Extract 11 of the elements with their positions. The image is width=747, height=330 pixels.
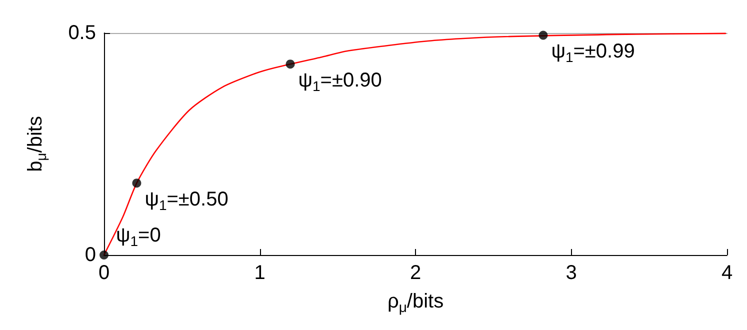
x-tick-label: 0 xyxy=(98,262,110,284)
y-axis-title: bμ/bits xyxy=(24,116,49,172)
x-tick-label: 2 xyxy=(410,262,422,284)
point xyxy=(100,250,108,260)
y-tick-label: 0.5 xyxy=(68,22,96,44)
x-tick-label: 4 xyxy=(721,262,733,284)
point xyxy=(132,178,142,188)
point xyxy=(538,30,548,40)
point xyxy=(286,60,295,69)
x-tick-label: 1 xyxy=(254,262,266,284)
x-tick-label: 3 xyxy=(566,262,577,284)
